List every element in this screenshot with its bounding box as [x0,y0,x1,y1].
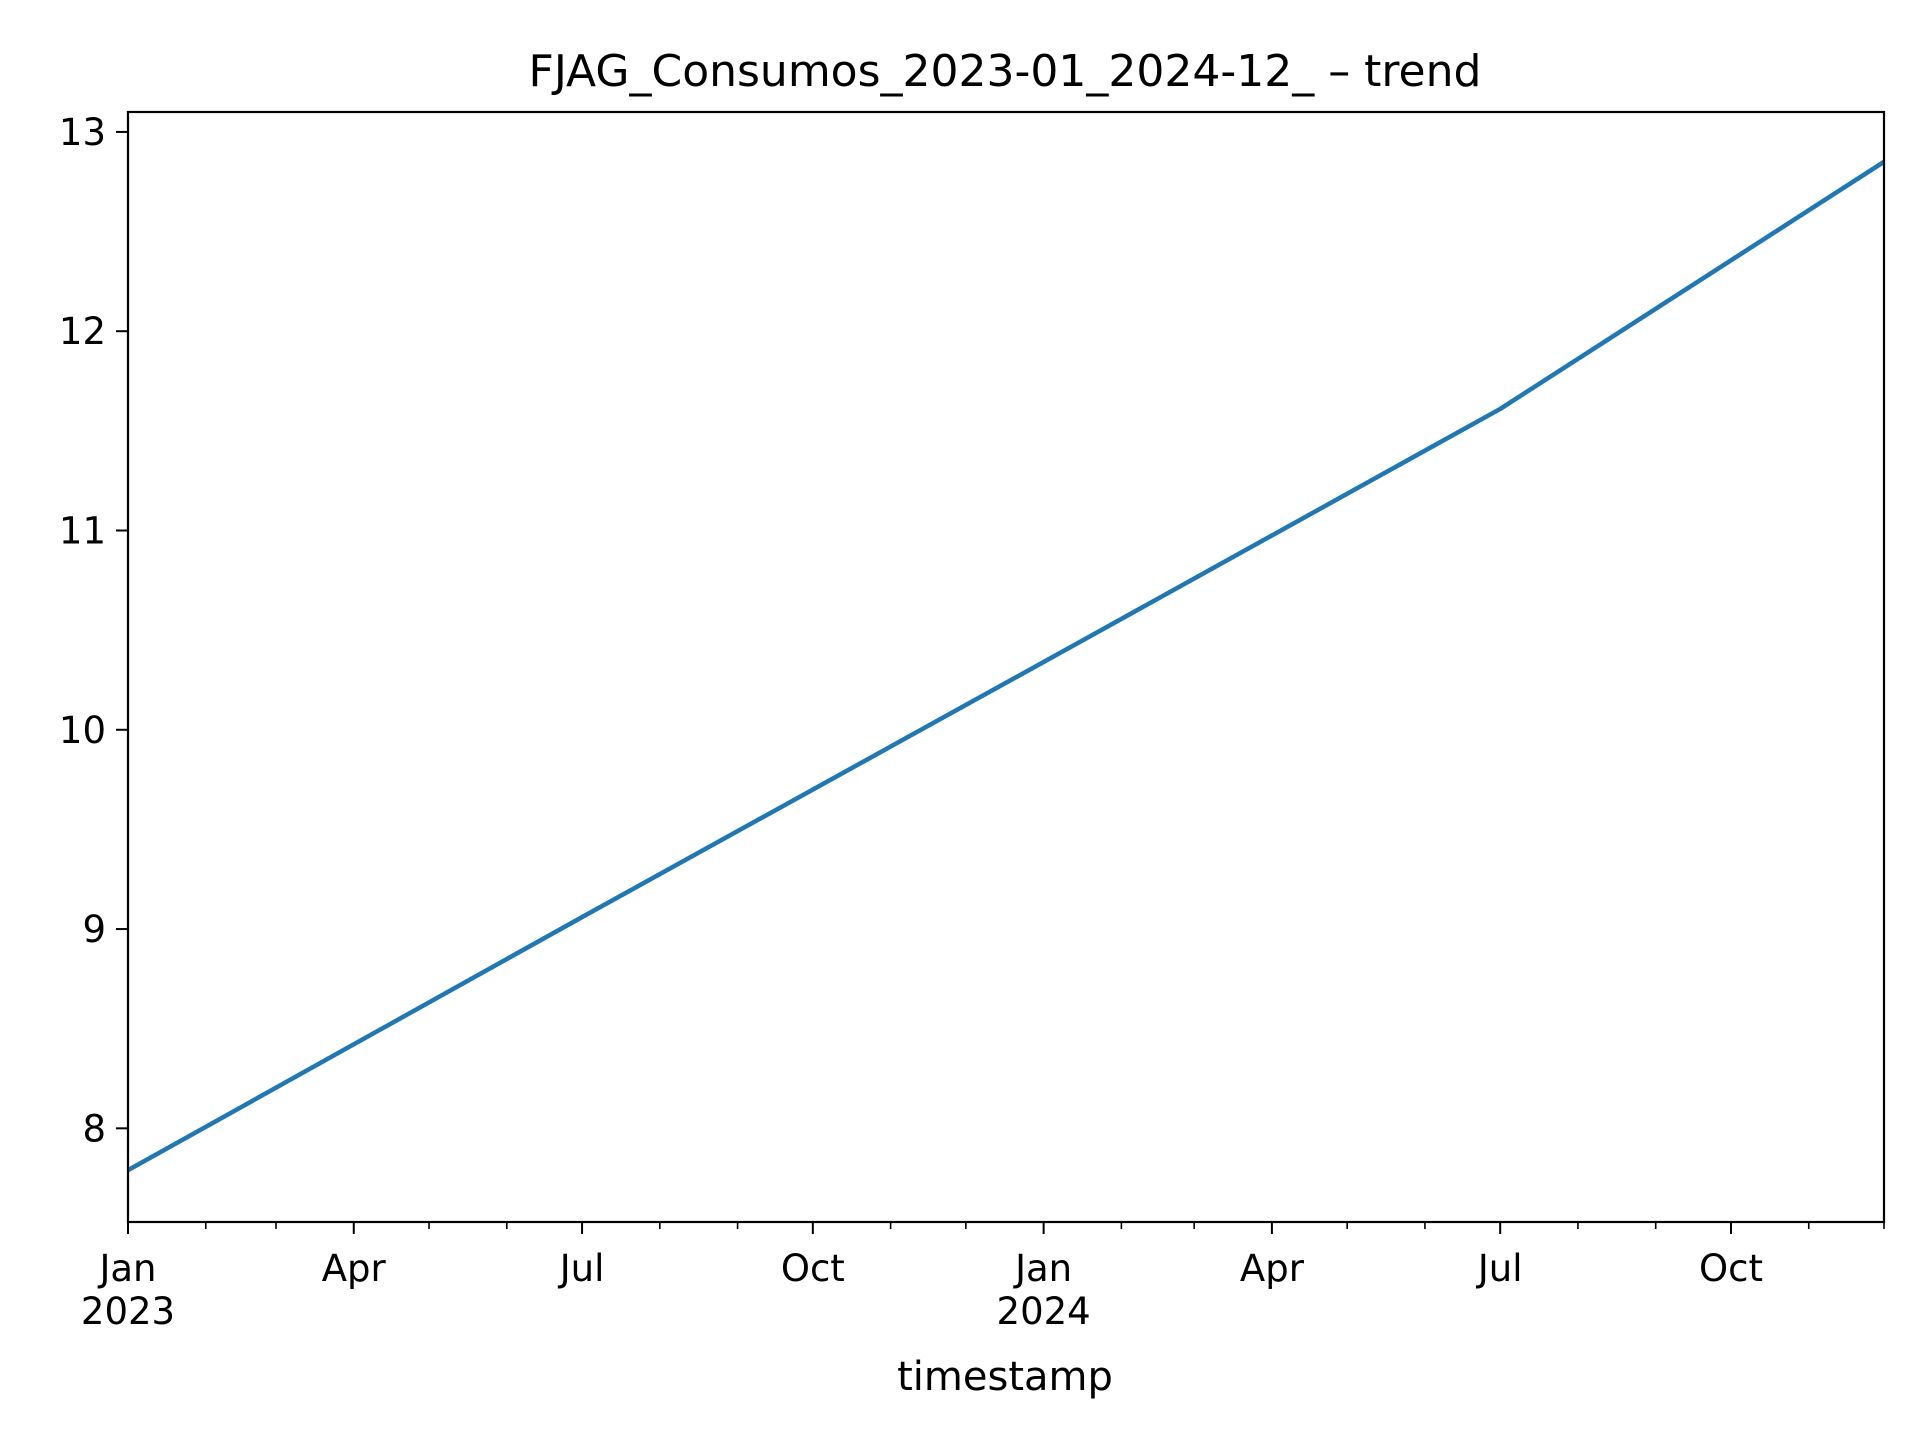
x-tick-year-label: 2024 [997,1290,1091,1333]
x-tick-label: Jul [1476,1247,1523,1290]
x-tick-label: Apr [322,1247,387,1290]
x-tick-label: Jul [558,1247,605,1290]
y-tick-label: 9 [82,908,106,951]
chart-title: FJAG_Consumos_2023-01_2024-12_ – trend [529,46,1482,97]
x-tick-year-label: 2023 [81,1290,175,1333]
x-tick-label: Oct [781,1247,845,1290]
axes-frame [126,110,1886,1224]
y-tick-label: 11 [59,509,106,552]
y-tick-label: 12 [59,310,106,353]
y-tick-label: 8 [82,1107,106,1150]
x-axis-label: timestamp [897,1354,1113,1400]
plot-area [126,159,1886,1173]
x-tick-label: Apr [1240,1247,1305,1290]
x-tick-label: Oct [1699,1247,1763,1290]
y-tick-label: 13 [59,111,106,154]
series-line-0 [126,159,1886,1173]
x-tick-label: Jan [1013,1247,1072,1290]
y-tick-label: 10 [59,709,106,752]
x-tick-label: Jan [97,1247,156,1290]
